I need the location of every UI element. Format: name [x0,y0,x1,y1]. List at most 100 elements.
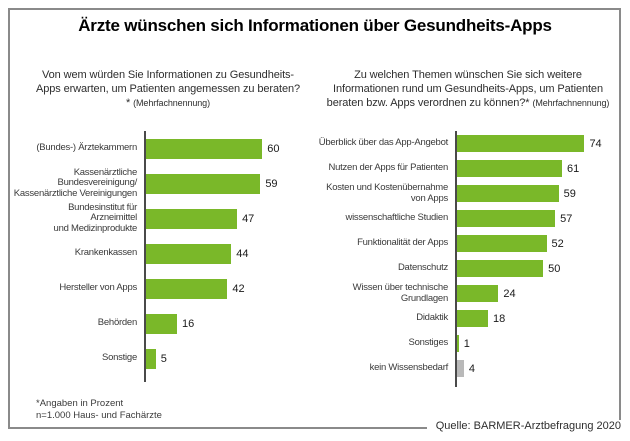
bar-track: 5 [144,341,301,376]
bar-track: 42 [144,271,301,306]
bar-row: (Bundes-) Ärztekammern 60 [12,131,301,166]
footnote-line-2: n=1.000 Haus- und Fachärzte [36,410,162,421]
bar-track: 1 [455,331,612,356]
bar-row: Kassenärztliche Bundesvereinigung/ Kasse… [12,166,301,201]
bar-row: Hersteller von Apps 42 [12,271,301,306]
bar-track: 47 [144,201,301,236]
bar [146,243,232,264]
value-label: 44 [236,247,249,260]
bar-track: 59 [455,181,612,206]
category-label: Behörden [97,317,137,329]
category-label: Datenschutz [397,262,448,274]
chart-information-topics: Überblick über das App-Angebot 74 Nutzen d… [315,131,612,387]
category-label: Sonstige [102,352,137,364]
left-chart-question-suffix: (Mehrfachnennung) [133,98,210,108]
bar-row: Sonstiges 1 [315,331,612,356]
chart-information-sources: (Bundes-) Ärztekammern 60 Kassenärztliche … [12,131,301,387]
value-label: 60 [267,142,280,155]
category-label: Hersteller von Apps [59,282,137,294]
footnote-line-1: *Angaben in Prozent [36,398,124,409]
bar-track: 74 [455,131,612,156]
page-title: Ärzte wünschen sich Informationen über G… [78,16,552,35]
value-label: 18 [493,312,506,325]
bar [146,208,238,229]
bar-row: Sonstige 5 [12,341,301,376]
bar-row: Datenschutz 50 [315,256,612,281]
axis-line-extension [455,381,612,387]
bar [146,173,261,194]
bar [457,310,488,327]
bar [457,335,459,352]
bar-row: Behörden 16 [12,306,301,341]
category-label: Kosten und Kostenübernahme von Apps [326,182,448,204]
bar-row: Krankenkassen 44 [12,236,301,271]
bar [457,185,559,202]
bar [457,135,585,152]
bar [457,210,556,227]
category-label: (Bundes-) Ärztekammern [36,142,137,154]
bar-row: Funktionalität der Apps 52 [315,231,612,256]
bar-track: 18 [455,306,612,331]
value-label: 42 [232,282,245,295]
category-label: Bundesinstitut für Arzneimittel und Medi… [53,201,138,234]
bar-row: Didaktik 18 [315,306,612,331]
category-label: Didaktik [416,312,448,324]
bar-track: 16 [144,306,301,341]
bar [457,260,544,277]
bar-track: 61 [455,156,612,181]
bar [457,285,499,302]
bar-track: 50 [455,256,612,281]
source-credit: Quelle: BARMER-Arztbefragung 2020 [426,420,624,432]
value-label: 24 [503,287,516,300]
bar-track: 24 [455,281,612,306]
value-label: 59 [563,187,576,200]
bar [146,348,156,369]
bar-track: 44 [144,236,301,271]
bar-row: Nutzen der Apps für Patienten 61 [315,156,612,181]
bar [457,160,563,177]
value-label: 59 [265,177,278,190]
bar [457,360,464,377]
bar-row: kein Wissensbedarf 4 [315,356,612,381]
frame-border [8,8,621,429]
value-label: 1 [463,337,470,350]
value-label: 50 [548,262,561,275]
left-chart-question-text: Von wem würden Sie Informationen zu Gesu… [35,69,301,109]
category-label: wissenschaftliche Studien [345,212,448,224]
axis-line-extension [144,376,301,382]
bar [457,235,547,252]
bar-track: 57 [455,206,612,231]
value-label: 74 [589,137,602,150]
category-label: Nutzen der Apps für Patienten [328,162,449,174]
category-label: kein Wissensbedarf [369,362,449,374]
category-label: Krankenkassen [74,247,137,259]
category-label: Kassenärztliche Bundesvereinigung/ Kasse… [13,166,137,199]
value-label: 5 [160,352,167,365]
right-chart-question-suffix: (Mehrfachnennung) [532,98,610,108]
category-label: Wissen über technische Grundlagen [352,282,449,304]
bar-row: Wissen über technische Grundlagen 24 [315,281,612,306]
category-label: Funktionalität der Apps [357,237,448,249]
value-label: 52 [551,237,564,250]
chart-questions: Von wem würden Sie Informationen zu Gesu… [14,68,614,110]
value-label: 4 [468,362,475,375]
bar-track: 60 [144,131,301,166]
bar [146,138,263,159]
charts-area: (Bundes-) Ärztekammern 60 Kassenärztliche … [12,131,612,387]
value-label: 57 [560,212,573,225]
right-chart-question-text: Zu welchen Themen wünschen Sie sich weit… [326,69,603,109]
value-label: 47 [242,212,255,225]
category-label: Sonstiges [408,337,449,349]
bar-track: 59 [144,166,301,201]
bar-track: 4 [455,356,612,381]
category-label: Überblick über das App-Angebot [318,137,449,149]
bar-row: Überblick über das App-Angebot 74 [315,131,612,156]
left-chart-question: Von wem würden Sie Informationen zu Gesu… [34,68,302,110]
bar-row: Kosten und Kostenübernahme von Apps 59 [315,181,612,206]
bar-row: Bundesinstitut für Arzneimittel und Medi… [12,201,301,236]
value-label: 16 [182,317,195,330]
bar [146,313,177,334]
bar-row: wissenschaftliche Studien 57 [315,206,612,231]
footnote: *Angaben in Prozent n=1.000 Haus- und Fa… [36,398,162,422]
